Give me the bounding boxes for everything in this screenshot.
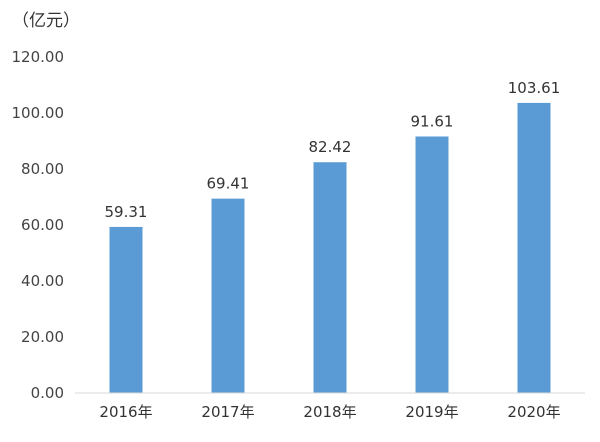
unit-label: （亿元） [12, 11, 80, 31]
y-axis-ticks: 0.00 20.00 40.00 60.00 80.00 100.00 120.00 [12, 48, 65, 402]
bar [313, 162, 347, 393]
bar [415, 136, 449, 393]
x-tick-label: 2020年 [507, 403, 560, 421]
x-tick-label: 2019年 [405, 403, 458, 421]
x-tick-label: 2018年 [303, 403, 356, 421]
x-axis-ticks: 2016年 2017年 2018年 2019年 2020年 [99, 403, 560, 421]
y-tick-label: 120.00 [12, 48, 65, 66]
bars [109, 102, 551, 393]
bar [517, 102, 551, 393]
data-labels: 59.31 69.41 82.42 91.61 103.61 [105, 79, 561, 221]
y-tick-label: 20.00 [21, 328, 64, 346]
data-label: 82.42 [309, 138, 352, 156]
y-tick-label: 0.00 [31, 384, 64, 402]
bar [109, 226, 143, 393]
x-tick-label: 2016年 [99, 403, 152, 421]
y-tick-label: 60.00 [21, 216, 64, 234]
bar [211, 198, 245, 393]
x-tick-label: 2017年 [201, 403, 254, 421]
data-label: 59.31 [105, 203, 148, 221]
y-tick-label: 40.00 [21, 272, 64, 290]
data-label: 69.41 [207, 175, 250, 193]
data-label: 91.61 [411, 112, 454, 130]
y-tick-label: 100.00 [12, 104, 65, 122]
y-tick-label: 80.00 [21, 160, 64, 178]
data-label: 103.61 [508, 79, 561, 97]
